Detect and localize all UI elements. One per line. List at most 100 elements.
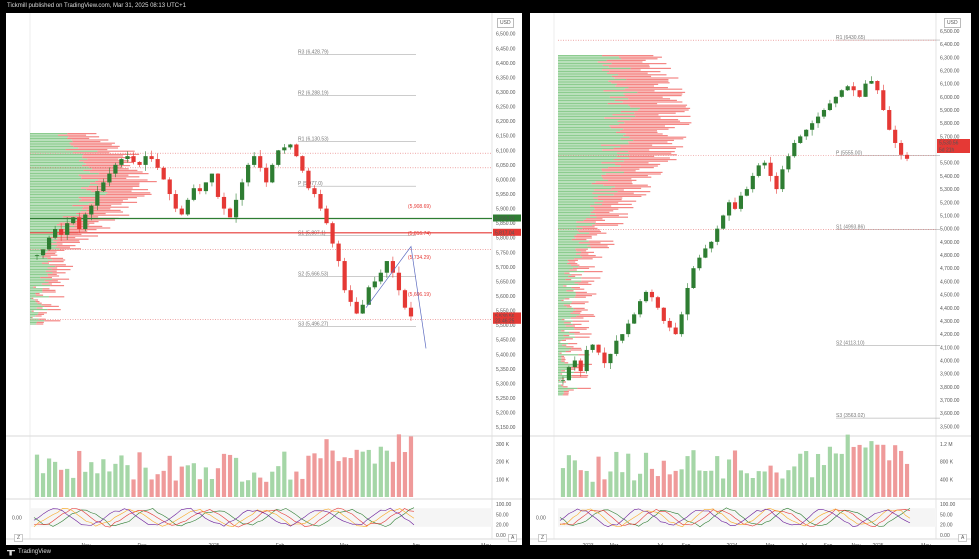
- volume-profile-bar-up: [558, 298, 565, 300]
- volume-bar: [40, 473, 46, 497]
- candle-down: [348, 290, 353, 302]
- volume-profile-bar-up: [30, 243, 50, 245]
- pivot-level-label: S2 (5,666.53): [298, 272, 329, 278]
- price-tag: [493, 214, 521, 222]
- right-timezone-button[interactable]: Z: [538, 534, 548, 542]
- volume-profile-bar-up: [558, 58, 622, 60]
- volume-profile-bar-down: [588, 240, 614, 242]
- candle-up: [697, 257, 702, 269]
- projection-label: (5,734.29): [408, 255, 431, 261]
- time-tick-label: 2025: [208, 543, 219, 545]
- volume-profile-bar-up: [30, 321, 37, 323]
- volume-profile-bar-down: [574, 336, 590, 338]
- oscillator-line: [33, 507, 415, 528]
- volume-profile-bar-down: [615, 85, 655, 87]
- candle-down: [197, 188, 202, 192]
- volume-profile-bar-down: [65, 149, 108, 151]
- volume-profile-bar-up: [30, 307, 37, 309]
- price-tag-text: 23:46:25: [495, 318, 515, 324]
- volume-profile-bar-down: [581, 280, 595, 282]
- volume-profile-bar-down: [576, 250, 587, 252]
- price-tick-label: 6,200.00: [940, 68, 960, 74]
- volume-profile-bar-down: [88, 166, 123, 168]
- volume-profile-bar-up: [30, 176, 82, 178]
- volume-profile-bar-up: [558, 248, 576, 250]
- volume-profile-bar-down: [616, 83, 659, 85]
- oscillator-tick-label: 20.00: [940, 523, 953, 529]
- candle-up: [360, 304, 365, 314]
- right-chart-panel[interactable]: 6,500.00 6,400.00 6,300.00 6,200.00 6,100.00…: [530, 13, 971, 545]
- volume-profile-bar-up: [558, 363, 580, 365]
- volume-profile-bar-up: [558, 195, 598, 197]
- volume-profile-bar-up: [30, 227, 69, 229]
- candle-down: [59, 229, 64, 235]
- volume-profile-bar-up: [30, 283, 42, 285]
- volume-profile-bar-down: [569, 349, 582, 351]
- volume-profile-bar-up: [558, 178, 604, 180]
- volume-bar: [572, 460, 577, 497]
- projection-label: (5,606.19): [408, 292, 431, 298]
- volume-profile-bar-down: [630, 119, 679, 121]
- oscillator-line: [559, 508, 911, 528]
- volume-profile-bar-up: [558, 330, 562, 332]
- volume-bar: [191, 463, 196, 497]
- volume-profile-bar-up: [558, 96, 610, 98]
- candle-up: [643, 291, 649, 302]
- left-timezone-button[interactable]: Z: [14, 534, 24, 542]
- volume-profile-bar-up: [558, 336, 575, 338]
- candle-down: [661, 307, 666, 321]
- volume-profile-bar-down: [78, 147, 119, 149]
- volume-profile-bar-down: [36, 307, 43, 309]
- publish-header: Tickmill published on TradingView.com, M…: [0, 0, 979, 13]
- volume-profile-bar-up: [30, 222, 60, 224]
- volume-profile-bar-down: [62, 216, 99, 218]
- volume-profile-bar-up: [558, 125, 610, 127]
- left-auto-scale-button[interactable]: A: [508, 534, 518, 542]
- volume-bar: [390, 461, 395, 497]
- volume-profile-bar-up: [558, 343, 569, 345]
- volume-profile-bar-up: [30, 173, 99, 175]
- volume-profile-bar-up: [30, 198, 82, 200]
- projection-path: [365, 245, 427, 349]
- left-currency-label[interactable]: USD: [497, 18, 514, 28]
- volume-bar: [101, 459, 106, 497]
- volume-profile-bar-up: [30, 179, 99, 181]
- right-chart-svg[interactable]: 6,500.00 6,400.00 6,300.00 6,200.00 6,100.00…: [530, 13, 971, 545]
- time-tick-label: Dec: [138, 543, 147, 545]
- left-chart-svg[interactable]: 6,500.00 6,450.00 6,400.00 6,350.00 6,300.00…: [6, 13, 522, 545]
- candle-up: [584, 349, 589, 372]
- candle-up: [143, 156, 148, 165]
- volume-profile-bar-up: [558, 304, 564, 306]
- candle-down: [324, 208, 329, 224]
- volume-profile-bar-down: [628, 141, 668, 143]
- candle-down: [330, 223, 335, 244]
- volume-bar: [774, 472, 779, 497]
- volume-profile-bar-up: [558, 95, 625, 97]
- volume-profile-bar-up: [558, 291, 576, 293]
- volume-bar: [209, 479, 215, 497]
- volume-profile-bar-up: [558, 63, 612, 65]
- volume-profile-bar-up: [30, 201, 94, 203]
- price-tag-text: 5,817.04: [495, 230, 515, 236]
- price-tick-label: 3,700.00: [940, 398, 960, 404]
- right-auto-scale-button[interactable]: A: [958, 534, 968, 542]
- volume-profile-bar-down: [613, 194, 647, 196]
- volume-profile-bar-up: [558, 179, 609, 181]
- volume-profile-bar-up: [30, 230, 62, 232]
- volume-profile-bar-down: [57, 134, 87, 136]
- volume-bar: [804, 451, 809, 497]
- volume-profile-bar-down: [43, 254, 58, 256]
- volume-profile-bar-down: [572, 320, 590, 322]
- price-tick-label: 3,500.00: [940, 424, 960, 430]
- right-currency-label[interactable]: USD: [944, 18, 961, 28]
- volume-profile-bar-up: [30, 310, 32, 312]
- volume-bar: [71, 477, 76, 497]
- volume-profile-bar-down: [563, 285, 567, 287]
- volume-profile-bar-down: [614, 186, 651, 188]
- left-chart-panel[interactable]: 6,500.00 6,450.00 6,400.00 6,350.00 6,300.00…: [6, 13, 522, 545]
- volume-profile-bar-down: [626, 79, 669, 81]
- volume-profile-bar-up: [558, 240, 589, 242]
- volume-profile-bar-down: [74, 225, 103, 227]
- volume-profile-bar-down: [567, 259, 578, 261]
- volume-profile-bar-down: [57, 238, 89, 240]
